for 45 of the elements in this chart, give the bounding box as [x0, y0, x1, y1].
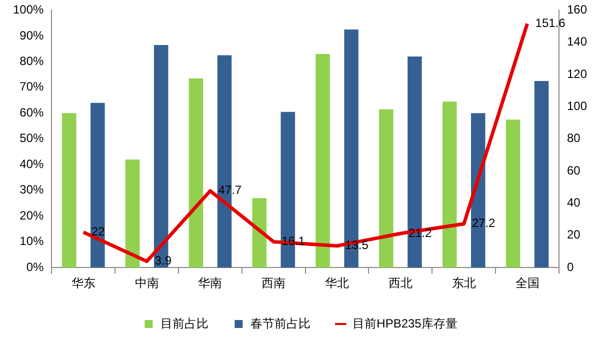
- x-tick-label: 华北: [325, 276, 350, 290]
- bar: [442, 102, 457, 268]
- data-label: 13.5: [345, 238, 369, 252]
- y-tick-label: 20%: [20, 208, 44, 222]
- x-tick-label: 西北: [388, 276, 412, 290]
- y2-tick-label: 80: [566, 131, 581, 146]
- x-tick-label: 华东: [71, 276, 96, 290]
- bar: [316, 54, 330, 268]
- x-tick-label: 中南: [134, 276, 159, 290]
- bar: [62, 113, 76, 268]
- y-tick-label: 10%: [20, 234, 44, 248]
- bar: [534, 80, 549, 268]
- legend-label: 目前占比: [160, 316, 209, 330]
- data-label: 21.2: [408, 226, 432, 240]
- legend-label: 春节前占比: [250, 316, 311, 330]
- y2-tick-label: 0: [566, 260, 574, 274]
- y-tick-label: 90%: [20, 28, 44, 42]
- y-tick-label: 0%: [26, 260, 44, 274]
- bar: [125, 159, 140, 268]
- x-tick-label: 华南: [198, 276, 222, 290]
- y-tick-label: 80%: [20, 54, 44, 68]
- y2-tick-label: 60: [566, 163, 581, 178]
- y2-tick-label: 40: [566, 196, 581, 210]
- bar: [90, 102, 105, 268]
- y2-tick-label: 140: [566, 34, 588, 49]
- x-tick-label: 西南: [262, 276, 286, 290]
- bar: [379, 109, 394, 268]
- y-tick-label: 40%: [20, 156, 44, 171]
- x-tick-label: 东北: [452, 276, 476, 290]
- y-tick-label: 100%: [12, 2, 44, 17]
- y-tick-label: 70%: [20, 80, 44, 94]
- bar: [506, 120, 520, 268]
- y2-tick-label: 100: [566, 99, 588, 114]
- bar: [252, 198, 266, 268]
- y-tick-label: 30%: [20, 182, 44, 197]
- legend-label: 目前HPB235库存量: [352, 316, 458, 330]
- y-tick-label: 50%: [20, 131, 44, 146]
- y2-tick-label: 20: [566, 228, 581, 242]
- y2-tick-label: 160: [566, 2, 588, 17]
- data-label: 22: [91, 224, 106, 239]
- data-label: 151.6: [535, 16, 566, 30]
- y2-tick-label: 120: [566, 66, 588, 81]
- y-tick-label: 60%: [20, 105, 44, 120]
- x-tick-label: 全国: [515, 276, 540, 290]
- bar: [188, 78, 204, 268]
